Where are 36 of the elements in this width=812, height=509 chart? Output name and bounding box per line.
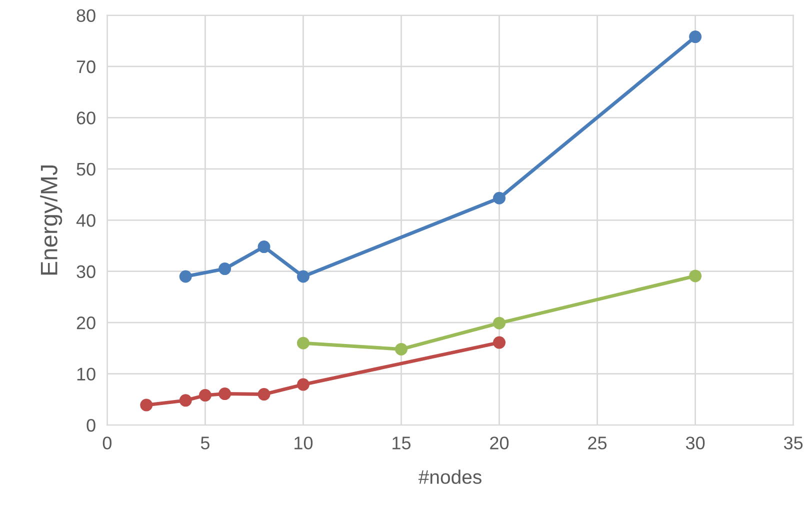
y-tick-label: 20	[76, 316, 96, 330]
point	[394, 342, 408, 356]
x-tick-label: 25	[588, 436, 607, 450]
point	[493, 192, 506, 204]
y-tick-label: 80	[76, 9, 96, 22]
point	[296, 270, 310, 283]
x-tick-label: 0	[102, 436, 112, 450]
point	[179, 270, 192, 283]
point	[296, 378, 310, 391]
y-tick-label: 70	[76, 60, 96, 74]
point	[689, 30, 702, 44]
point	[218, 388, 232, 400]
point	[493, 316, 506, 330]
x-axis-title: #nodes	[418, 470, 482, 484]
point	[493, 336, 506, 349]
y-axis-title: Energy/MJ	[40, 165, 62, 275]
point	[198, 389, 212, 402]
point	[218, 262, 232, 276]
y-tick-label: 10	[77, 368, 96, 381]
point	[179, 394, 192, 407]
point	[258, 388, 270, 401]
point	[258, 240, 270, 254]
point	[296, 336, 310, 350]
x-tick-label: 30	[686, 436, 705, 450]
x-tick-label: 35	[784, 436, 803, 450]
x-tick-label: 5	[200, 436, 210, 450]
y-tick-label: 0	[86, 418, 96, 432]
point	[689, 270, 702, 282]
y-tick-label: 30	[76, 265, 96, 278]
x-tick-label: 10	[294, 436, 313, 450]
x-tick-label: 15	[392, 436, 411, 450]
x-tick-label: 20	[490, 436, 509, 450]
point	[140, 398, 153, 412]
y-tick-label: 40	[76, 214, 96, 227]
y-tick-label: 50	[76, 162, 96, 176]
y-tick-label: 60	[76, 112, 96, 124]
